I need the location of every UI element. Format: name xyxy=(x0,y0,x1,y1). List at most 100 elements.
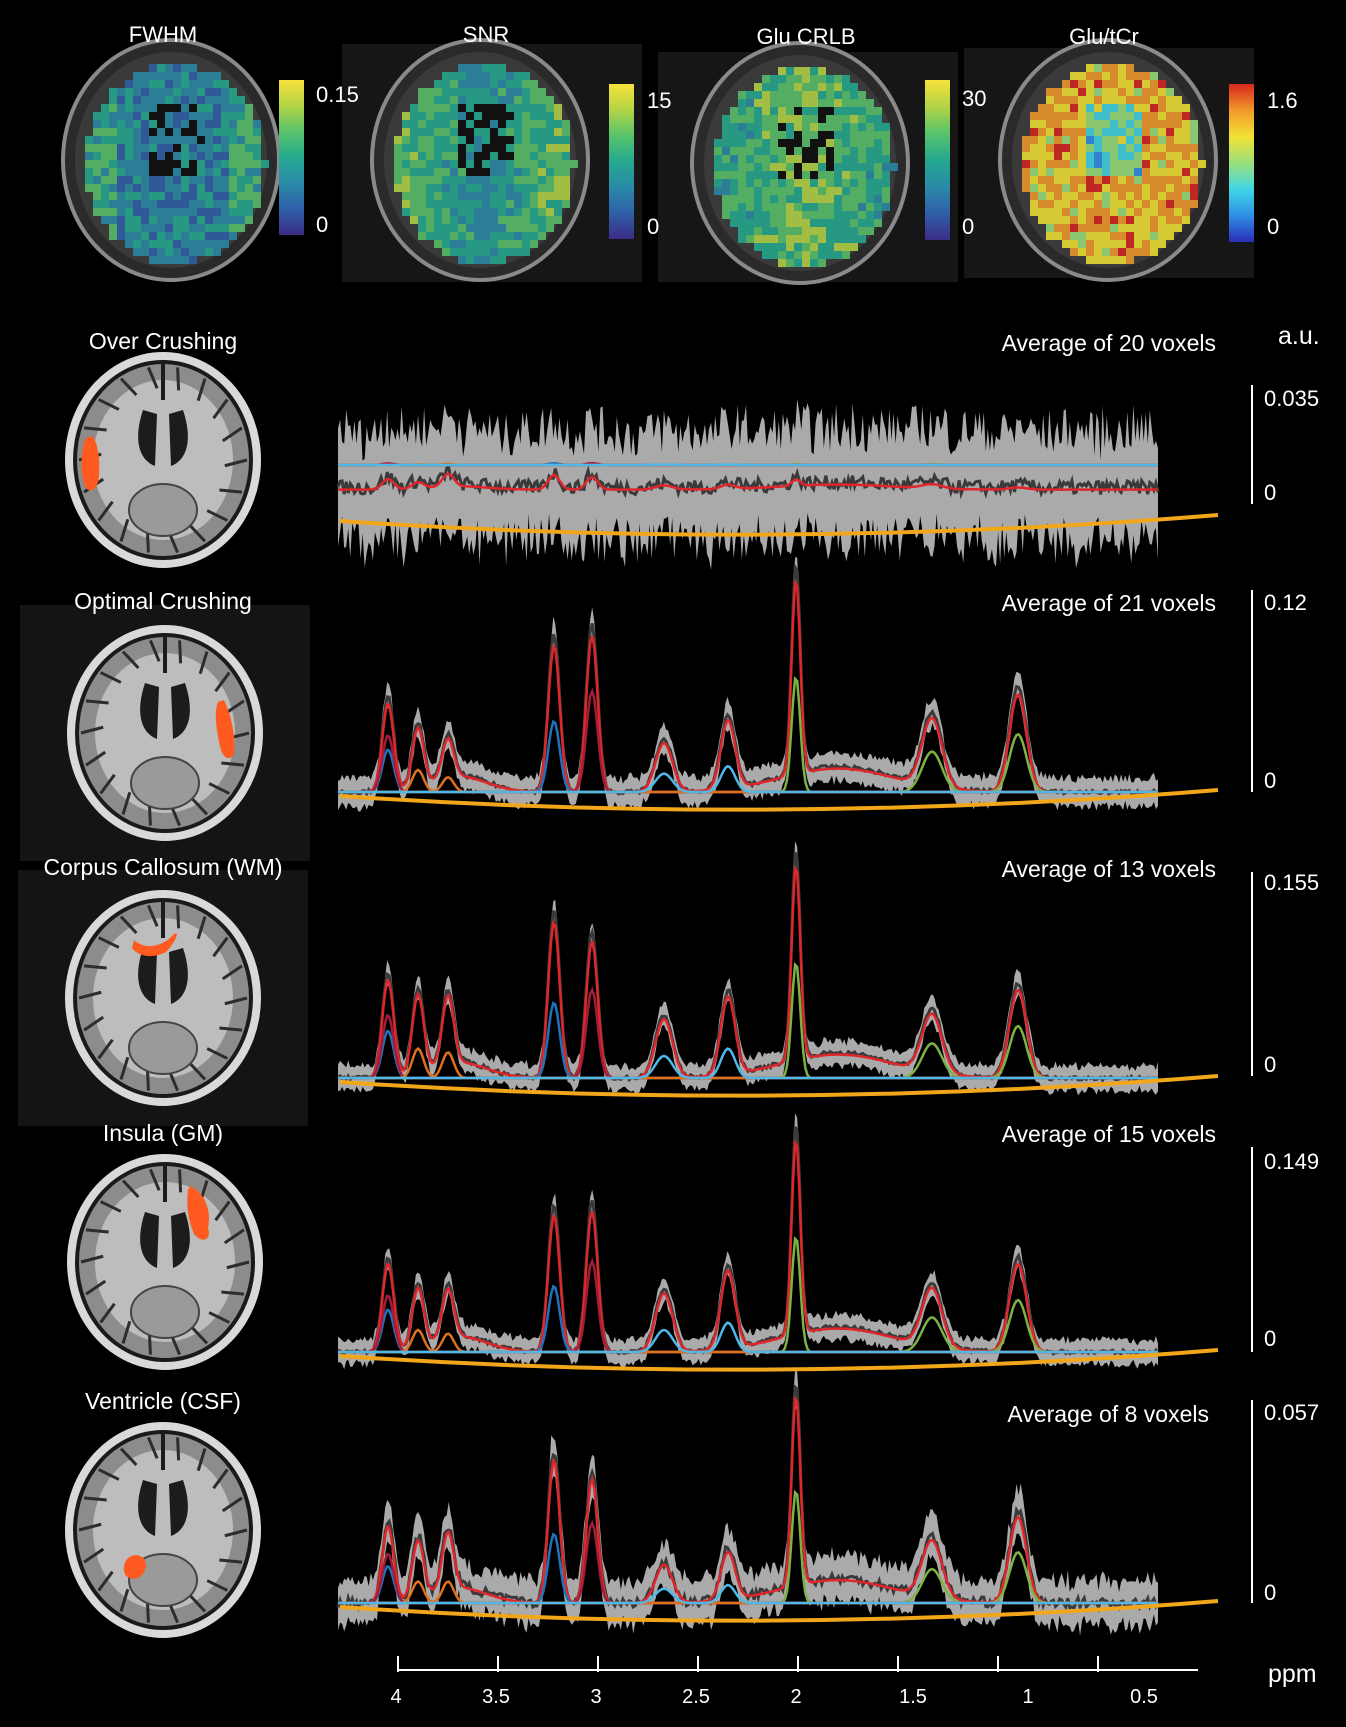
sulcus xyxy=(83,426,107,432)
sulcus xyxy=(221,1496,243,1513)
sulcus xyxy=(196,1448,207,1472)
colorbar xyxy=(279,80,304,235)
brain-image-3 xyxy=(18,870,308,1126)
sulcus xyxy=(219,488,243,494)
colorbar-min-snr: 0 xyxy=(647,214,660,239)
data-std-band xyxy=(338,557,1158,812)
metabolite-map-4 xyxy=(964,38,1254,282)
baseline-curve xyxy=(339,1074,1219,1098)
avg-label-ventricle: Average of 8 voxels xyxy=(1007,1401,1209,1427)
sulcus xyxy=(226,1260,250,1270)
spectrum-panel-2 xyxy=(337,557,1253,812)
scale-min-ventricle: 0 xyxy=(1264,1580,1277,1605)
spectrum-panel-3 xyxy=(337,841,1253,1098)
sulcus xyxy=(119,1447,138,1466)
sulcus xyxy=(85,699,109,705)
sulcus xyxy=(121,1179,140,1198)
lateral-ventricle-left xyxy=(138,1480,157,1536)
sulcus xyxy=(80,725,104,735)
scale-max-corpus-callosum: 0.155 xyxy=(1264,870,1320,895)
row-title-optimal-crushing: Optimal Crushing xyxy=(74,588,252,614)
sulcus xyxy=(119,518,130,542)
scale-min-over-crushing: 0 xyxy=(1264,480,1277,505)
sulcus xyxy=(99,1200,122,1213)
sulcus xyxy=(83,964,107,970)
occipital-region xyxy=(128,1021,198,1075)
lateral-ventricle-right xyxy=(169,948,188,1004)
occipital-region xyxy=(128,483,198,537)
sulcus xyxy=(221,1290,245,1296)
sulcus xyxy=(97,936,120,949)
metabolite-maps xyxy=(61,38,1254,285)
lateral-ventricle-left xyxy=(138,410,157,466)
roi-overlay xyxy=(187,1186,210,1240)
sulcus xyxy=(97,1570,114,1592)
data-mean-line xyxy=(337,852,1160,1083)
sulcus xyxy=(149,639,161,662)
sulcus xyxy=(190,1326,209,1345)
ppm-tick-2-5: 2.5 xyxy=(682,1686,710,1708)
fit-line xyxy=(338,1395,1158,1605)
lateral-ventricle-left xyxy=(138,948,157,1004)
sulcus xyxy=(188,1594,207,1613)
sulcus xyxy=(147,1436,159,1459)
sulcus xyxy=(214,1200,231,1222)
sulcus xyxy=(121,1320,132,1344)
brain-image-5 xyxy=(65,1422,261,1638)
sulcus xyxy=(119,1588,130,1612)
ppm-tick-1-5: 1.5 xyxy=(899,1686,927,1708)
map-title-glu-tcr: Glu/tCr xyxy=(1069,24,1139,49)
sulcus xyxy=(221,964,243,981)
roi-overlay xyxy=(215,700,235,759)
lateral-ventricle-right xyxy=(171,1212,190,1268)
sulcus xyxy=(206,1579,229,1592)
scale-min-optimal-crushing: 0 xyxy=(1264,768,1277,793)
glu-component xyxy=(338,1047,1158,1080)
avg-label-corpus-callosum: Average of 13 voxels xyxy=(1001,856,1216,882)
voxel-mosaic xyxy=(394,64,578,264)
sulcus xyxy=(178,1169,183,1193)
sulcus xyxy=(121,650,140,669)
spectrum-panel-1 xyxy=(336,385,1253,570)
sulcus xyxy=(119,1056,130,1080)
sulcus xyxy=(149,1168,161,1191)
sulcus xyxy=(97,500,114,522)
sulcus xyxy=(176,1437,181,1461)
colorbar-min-glu-tcr: 0 xyxy=(1267,214,1280,239)
lateral-ventricle-left xyxy=(140,683,159,739)
colorbar-min-glu-crlb: 0 xyxy=(962,214,975,239)
sulcus xyxy=(221,426,243,443)
colorbar xyxy=(1229,84,1254,242)
sulcus xyxy=(223,1228,245,1245)
baseline-curve xyxy=(339,1599,1219,1623)
sulcus xyxy=(208,782,231,795)
sulcus xyxy=(176,905,181,929)
roi-overlay xyxy=(123,1555,146,1579)
sulcus xyxy=(221,761,245,767)
sulcus xyxy=(206,509,229,522)
ppm-tick-4: 4 xyxy=(390,1686,402,1708)
ppm-tick-3-5: 3.5 xyxy=(482,1686,510,1708)
glu-component xyxy=(338,764,1158,794)
ppm-axis-label: ppm xyxy=(1268,1660,1317,1688)
colorbar xyxy=(609,84,634,239)
sulcus xyxy=(99,773,116,795)
sulcus xyxy=(198,651,209,675)
row-title-over-crushing: Over Crushing xyxy=(88,328,238,354)
baseline-curve xyxy=(339,788,1219,812)
sulcus xyxy=(85,1228,109,1234)
sulcus xyxy=(147,904,159,927)
avg-label-insula: Average of 15 voxels xyxy=(1001,1121,1216,1147)
colorbar-min-fwhm: 0 xyxy=(316,212,329,237)
metabolite-map-3 xyxy=(658,41,958,285)
colorbar xyxy=(925,80,950,240)
sulcus xyxy=(80,1254,104,1264)
sulcus xyxy=(190,797,209,816)
glu-component xyxy=(338,1583,1158,1605)
avg-label-over-crushing: Average of 20 voxels xyxy=(1001,330,1216,356)
metabolite-map-2 xyxy=(342,38,642,282)
sulcus xyxy=(121,791,132,815)
voxel-mosaic xyxy=(85,64,269,264)
sulcus xyxy=(78,990,102,1000)
